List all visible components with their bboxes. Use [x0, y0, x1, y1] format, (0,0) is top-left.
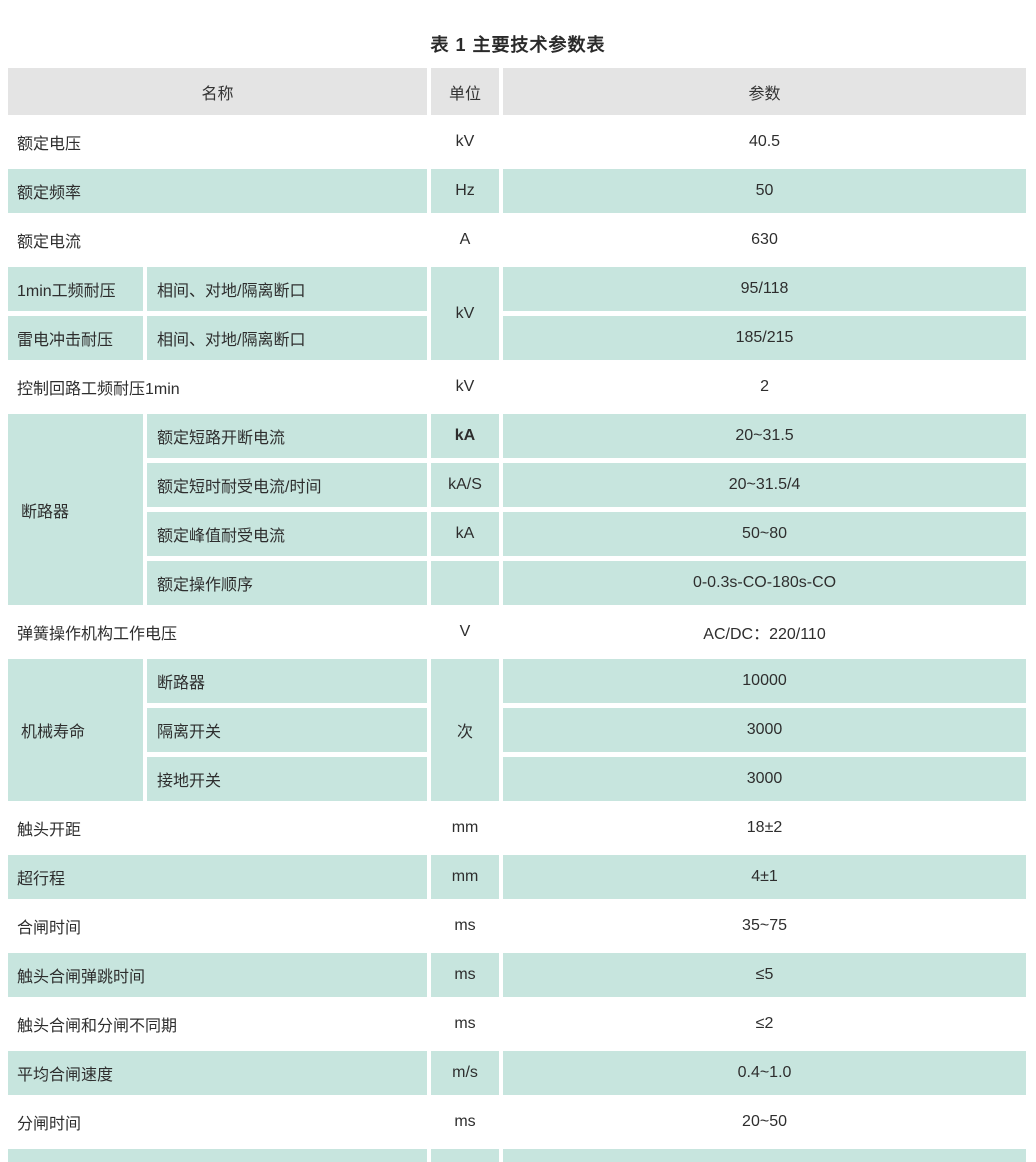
- table-row: 控制回路工频耐压1min kV 2: [8, 365, 1027, 409]
- table-row: 超行程 mm 4±1: [8, 855, 1027, 899]
- value-cell: ≤2: [503, 1002, 1027, 1046]
- unit-cell: [431, 561, 500, 605]
- param-name-cell: 控制回路工频耐压1min: [8, 365, 428, 409]
- value-cell: 20~31.5/4: [503, 463, 1027, 507]
- table-row: 分闸时间 ms 20~50: [8, 1100, 1027, 1144]
- spec-table: 名称 单位 参数 额定电压 kV 40.5 额定频率 Hz 50 额定电流 A …: [4, 63, 1030, 1162]
- unit-cell: kV: [431, 365, 500, 409]
- table-row: 接地开关 3000: [8, 757, 1027, 801]
- table-row: 额定峰值耐受电流 kA 50~80: [8, 512, 1027, 556]
- table-row: 额定电压 kV 40.5: [8, 120, 1027, 164]
- table-row: 机械寿命 断路器 次 10000: [8, 659, 1027, 801]
- table-title: 表 1 主要技术参数表: [430, 35, 606, 55]
- param-name-cell: 平均分闸速度: [8, 1149, 428, 1162]
- table-row: 雷电冲击耐压 相间、对地/隔离断口 185/215: [8, 316, 1027, 360]
- value-cell: 18±2: [503, 806, 1027, 850]
- unit-cell: m/s: [431, 1149, 500, 1162]
- param-sub-cell: 额定峰值耐受电流: [147, 512, 428, 556]
- value-cell: 50: [503, 169, 1027, 213]
- param-sub-cell: 隔离开关: [147, 708, 428, 752]
- header-row: 名称 单位 参数: [8, 68, 1027, 115]
- value-cell: 3000: [503, 757, 1027, 801]
- param-name-cell: 分闸时间: [8, 1100, 428, 1144]
- value-cell: 0-0.3s-CO-180s-CO: [503, 561, 1027, 605]
- table-row: 额定操作顺序 0-0.3s-CO-180s-CO: [8, 561, 1027, 605]
- table-row: 平均分闸速度 m/s 1.1~2.0: [8, 1149, 1027, 1162]
- param-name-cell: 额定电压: [8, 120, 428, 164]
- column-header-param: 参数: [503, 68, 1027, 115]
- value-cell: 35~75: [503, 904, 1027, 948]
- table-row: 断路器 额定短路开断电流 kA 20~31.5: [8, 414, 1027, 605]
- param-name-cell: 平均合闸速度: [8, 1051, 428, 1095]
- unit-cell: A: [431, 218, 500, 262]
- unit-cell: kV: [431, 267, 500, 360]
- value-cell: 20~31.5: [503, 414, 1027, 458]
- table-row: 触头开距 mm 18±2: [8, 806, 1027, 850]
- table-row: 1min工频耐压 相间、对地/隔离断口 kV 95/118: [8, 267, 1027, 360]
- column-header-name: 名称: [8, 68, 428, 115]
- column-header-unit: 单位: [431, 68, 500, 115]
- table-row: 触头合闸弹跳时间 ms ≤5: [8, 953, 1027, 997]
- param-sub-cell: 接地开关: [147, 757, 428, 801]
- param-name-cell: 额定频率: [8, 169, 428, 213]
- unit-cell: mm: [431, 855, 500, 899]
- value-cell: 3000: [503, 708, 1027, 752]
- unit-cell: ms: [431, 953, 500, 997]
- value-cell: AC/DC：220/110: [503, 610, 1027, 654]
- unit-cell: V: [431, 610, 500, 654]
- value-cell: 2: [503, 365, 1027, 409]
- table-row: 触头合闸和分闸不同期 ms ≤2: [8, 1002, 1027, 1046]
- group-cell: 机械寿命: [8, 659, 143, 801]
- table-row: 合闸时间 ms 35~75: [8, 904, 1027, 948]
- unit-cell: kA: [431, 512, 500, 556]
- unit-cell: mm: [431, 806, 500, 850]
- param-sub-cell: 相间、对地/隔离断口: [147, 316, 428, 360]
- param-name-cell: 触头开距: [8, 806, 428, 850]
- param-name-cell: 雷电冲击耐压: [8, 316, 143, 360]
- param-sub-cell: 额定操作顺序: [147, 561, 428, 605]
- unit-cell: Hz: [431, 169, 500, 213]
- table-row: 弹簧操作机构工作电压 V AC/DC：220/110: [8, 610, 1027, 654]
- value-cell: 4±1: [503, 855, 1027, 899]
- group-cell: 断路器: [8, 414, 143, 605]
- param-name-cell: 触头合闸弹跳时间: [8, 953, 428, 997]
- unit-cell: ms: [431, 1002, 500, 1046]
- unit-cell: ms: [431, 904, 500, 948]
- table-row: 额定短时耐受电流/时间 kA/S 20~31.5/4: [8, 463, 1027, 507]
- table-row: 额定频率 Hz 50: [8, 169, 1027, 213]
- unit-cell: kA: [431, 414, 500, 458]
- value-cell: ≤5: [503, 953, 1027, 997]
- table-row: 隔离开关 3000: [8, 708, 1027, 752]
- param-name-cell: 超行程: [8, 855, 428, 899]
- value-cell: 1.1~2.0: [503, 1149, 1027, 1162]
- value-cell: 50~80: [503, 512, 1027, 556]
- unit-cell: ms: [431, 1100, 500, 1144]
- value-cell: 185/215: [503, 316, 1027, 360]
- table-row: 平均合闸速度 m/s 0.4~1.0: [8, 1051, 1027, 1095]
- unit-cell: 次: [431, 659, 500, 801]
- param-name-cell: 弹簧操作机构工作电压: [8, 610, 428, 654]
- param-sub-cell: 额定短时耐受电流/时间: [147, 463, 428, 507]
- param-name-cell: 触头合闸和分闸不同期: [8, 1002, 428, 1046]
- unit-cell: kV: [431, 120, 500, 164]
- param-name-cell: 额定电流: [8, 218, 428, 262]
- param-name-cell: 合闸时间: [8, 904, 428, 948]
- table-row: 额定电流 A 630: [8, 218, 1027, 262]
- unit-cell: kA/S: [431, 463, 500, 507]
- value-cell: 95/118: [503, 267, 1027, 311]
- param-name-cell: 1min工频耐压: [8, 267, 143, 311]
- value-cell: 630: [503, 218, 1027, 262]
- value-cell: 40.5: [503, 120, 1027, 164]
- unit-cell: m/s: [431, 1051, 500, 1095]
- param-sub-cell: 相间、对地/隔离断口: [147, 267, 428, 311]
- value-cell: 10000: [503, 659, 1027, 703]
- param-sub-cell: 断路器: [147, 659, 428, 703]
- param-sub-cell: 额定短路开断电流: [147, 414, 428, 458]
- value-cell: 0.4~1.0: [503, 1051, 1027, 1095]
- value-cell: 20~50: [503, 1100, 1027, 1144]
